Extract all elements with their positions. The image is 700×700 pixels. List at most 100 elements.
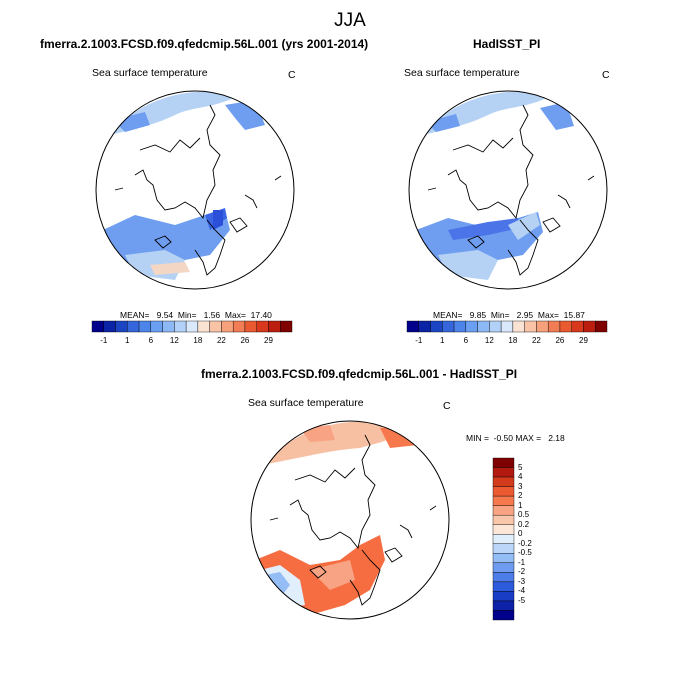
colorbar-label: -1 — [100, 336, 108, 345]
colorbar-swatch — [492, 600, 515, 611]
colorbar-label: 0.5 — [518, 510, 530, 520]
colorbar-swatch — [492, 457, 515, 468]
colorbar-swatch — [418, 320, 431, 333]
colorbar-label: -0.5 — [518, 548, 532, 558]
colorbar-swatch — [138, 320, 152, 333]
colorbar-label: 1 — [518, 500, 523, 510]
colorbar-label: 5 — [518, 462, 523, 472]
colorbar-label: 29 — [264, 336, 273, 345]
left-stats: MEAN= 9.54 Min= 1.56 Max= 17.40 — [120, 310, 272, 320]
colorbar-swatch — [559, 320, 572, 333]
colorbar-swatch — [547, 320, 561, 333]
colorbar-label: 29 — [579, 336, 588, 345]
colorbar-swatch — [492, 572, 515, 583]
colorbar-swatch — [595, 320, 608, 333]
colorbar-label: 22 — [531, 336, 541, 345]
left-variable-label: Sea surface temperature — [92, 67, 208, 79]
colorbar-label: 1 — [125, 336, 130, 345]
colorbar-swatch — [492, 524, 515, 535]
colorbar-swatch — [492, 495, 515, 506]
colorbar-label: -4 — [518, 586, 526, 596]
diff-panel-title: fmerra.2.1003.FCSD.f09.qfedcmip.56L.001 … — [201, 367, 518, 381]
colorbar-swatch — [244, 320, 257, 333]
colorbar-swatch — [256, 320, 269, 333]
page-title: JJA — [334, 10, 366, 31]
colorbar-swatch — [492, 534, 515, 544]
colorbar-swatch — [103, 320, 116, 333]
colorbar-swatch — [492, 486, 515, 497]
colorbar-swatch — [406, 320, 419, 333]
colorbar-swatch — [477, 320, 490, 333]
diff-variable-label: Sea surface temperature — [248, 397, 364, 409]
diff-polar-map — [250, 420, 450, 620]
colorbar-swatch — [280, 320, 293, 333]
colorbar-swatch — [492, 543, 515, 554]
colorbar-swatch — [536, 320, 549, 333]
colorbar-label: -0.2 — [518, 538, 532, 548]
colorbar-swatch — [465, 320, 478, 333]
colorbar-swatch — [453, 320, 467, 333]
left-colorbar — [91, 320, 293, 333]
right-panel-title: HadISST_PI — [473, 37, 541, 51]
colorbar-label: -1 — [518, 557, 526, 567]
colorbar-label: -5 — [518, 595, 526, 605]
colorbar-label: 6 — [148, 336, 154, 345]
colorbar-swatch — [197, 320, 210, 333]
colorbar-swatch — [492, 505, 515, 516]
colorbar-label: -3 — [518, 576, 526, 586]
left-polar-map — [95, 90, 295, 290]
colorbar-swatch — [232, 320, 246, 333]
left-units-label: C — [288, 69, 296, 81]
colorbar-swatch — [127, 320, 140, 333]
diff-colorbar-labels: 5 4 3 2 1 0.5 0.2 0 -0.2 -0.5 -1 -2 -3 -4 -5 — [518, 458, 558, 620]
diff-stats: MIN = -0.50 MAX = 2.18 — [466, 433, 565, 443]
colorbar-label: 26 — [240, 336, 250, 345]
diff-units-label: C — [443, 400, 451, 412]
colorbar-swatch — [492, 514, 515, 525]
colorbar-label: 4 — [518, 472, 523, 482]
colorbar-label: 0.2 — [518, 519, 530, 529]
colorbar-swatch — [489, 320, 502, 333]
left-panel-title: fmerra.2.1003.FCSD.f09.qfedcmip.56L.001 … — [40, 37, 369, 51]
colorbar-label: 6 — [463, 336, 469, 345]
colorbar-label: 26 — [555, 336, 565, 345]
colorbar-swatch — [492, 581, 515, 592]
colorbar-swatch — [150, 320, 163, 333]
right-variable-label: Sea surface temperature — [404, 67, 520, 79]
left-colorbar-labels: -1 1 6 12 18 22 26 29 — [92, 336, 292, 346]
colorbar-swatch — [492, 467, 515, 478]
colorbar-swatch — [268, 320, 281, 333]
right-polar-map — [408, 90, 608, 290]
colorbar-label: 0 — [518, 529, 523, 539]
colorbar-label: -2 — [518, 567, 526, 577]
right-units-label: C — [602, 69, 610, 81]
colorbar-label: 18 — [508, 336, 518, 345]
colorbar-swatch — [492, 591, 515, 602]
colorbar-swatch — [115, 320, 128, 333]
colorbar-swatch — [583, 320, 596, 333]
colorbar-label: 12 — [484, 336, 494, 345]
colorbar-label: 3 — [518, 481, 523, 491]
colorbar-swatch — [221, 320, 234, 333]
colorbar-swatch — [571, 320, 584, 333]
colorbar-swatch — [91, 320, 104, 333]
diff-colorbar — [492, 457, 515, 621]
colorbar-label: 1 — [440, 336, 445, 345]
colorbar-swatch — [209, 320, 222, 333]
right-colorbar-labels: -1 1 6 12 18 22 26 29 — [407, 336, 607, 346]
colorbar-swatch — [430, 320, 443, 333]
colorbar-swatch — [524, 320, 537, 333]
colorbar-swatch — [500, 320, 514, 333]
colorbar-label: -1 — [415, 336, 423, 345]
colorbar-swatch — [492, 562, 515, 573]
colorbar-label: 22 — [216, 336, 226, 345]
colorbar-label: 12 — [169, 336, 179, 345]
colorbar-swatch — [492, 476, 515, 487]
colorbar-label: 2 — [518, 491, 523, 501]
colorbar-swatch — [442, 320, 455, 333]
colorbar-swatch — [185, 320, 199, 333]
colorbar-swatch — [492, 553, 515, 564]
right-stats: MEAN= 9.85 Min= 2.95 Max= 15.87 — [433, 310, 585, 320]
colorbar-swatch — [174, 320, 187, 333]
right-colorbar — [406, 320, 608, 333]
